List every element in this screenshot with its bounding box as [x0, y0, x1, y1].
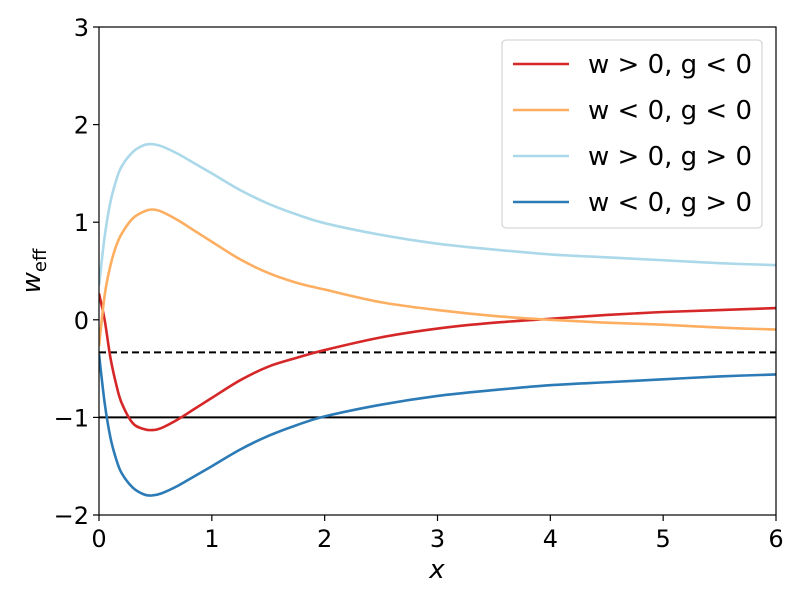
legend-box: [501, 39, 763, 229]
x-tick-label: 0: [91, 525, 106, 553]
x-tick-label: 1: [204, 525, 219, 553]
y-tick-label: 3: [74, 14, 89, 42]
x-tick-label: 4: [543, 525, 558, 553]
x-tick-label: 2: [317, 525, 332, 553]
series-lines: [99, 142, 776, 497]
y-axis-label: weff: [17, 248, 51, 293]
series-line-4: [99, 353, 776, 497]
y-axis-ticks: −2 −1 0 1 2 3: [54, 14, 99, 530]
y-tick-label: −2: [54, 502, 89, 530]
reference-lines: [99, 351, 776, 419]
legend-label-3: w > 0, g > 0: [588, 142, 752, 172]
x-tick-label: 6: [768, 525, 783, 553]
y-tick-label: 0: [74, 307, 89, 335]
x-axis-ticks: 0 1 2 3 4 5 6: [91, 515, 784, 553]
x-tick-label: 3: [430, 525, 445, 553]
y-tick-label: 1: [74, 209, 89, 237]
series-line-3: [99, 142, 776, 286]
x-axis-label: x: [428, 555, 445, 585]
svg-text:weff: weff: [17, 248, 51, 293]
legend: w > 0, g < 0 w < 0, g < 0 w > 0, g > 0 w < …: [501, 39, 763, 229]
y-axis-label-subscript: eff: [30, 248, 51, 272]
y-tick-label: −1: [54, 404, 89, 432]
legend-label-4: w < 0, g > 0: [588, 188, 752, 218]
x-tick-label: 5: [656, 525, 671, 553]
series-line-1: [99, 293, 776, 432]
series-line-2: [99, 208, 776, 347]
y-tick-label: 2: [74, 112, 89, 140]
legend-label-2: w < 0, g < 0: [588, 96, 752, 126]
legend-label-1: w > 0, g < 0: [588, 50, 752, 80]
y-axis-label-main: w: [17, 271, 47, 293]
